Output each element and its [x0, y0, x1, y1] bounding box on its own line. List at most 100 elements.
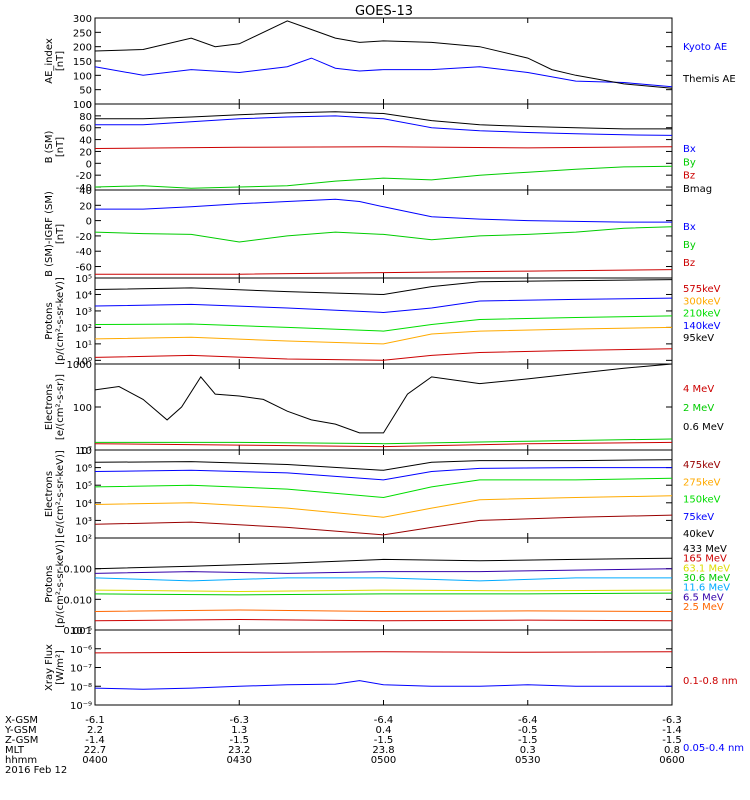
y-tick-label: 10 [79, 446, 92, 457]
series-line-themis-ae [94, 20, 673, 89]
y-axis-label: [W/m²] [55, 650, 66, 685]
y-tick-label: 150 [73, 57, 92, 68]
y-tick-label: 0.100 [63, 565, 92, 576]
y-tick-label: 10⁴ [75, 290, 92, 301]
legend-label: By [683, 240, 696, 251]
legend-label: 30.6 MeV [683, 573, 730, 584]
y-axis-label: Xray Flux [44, 644, 55, 691]
legend-label: Bz [683, 171, 695, 182]
y-tick-label: 10⁻⁹ [70, 701, 92, 712]
y-tick-label: 50 [79, 86, 92, 97]
panel-frame [94, 537, 673, 631]
y-tick-label: -20 [76, 171, 92, 182]
legend-label: Bz [683, 258, 695, 269]
legend-label: 275keV [683, 477, 721, 488]
y-tick-label: 10⁵ [75, 274, 92, 285]
series-line-140kev [94, 297, 673, 314]
series-line-4-mev [94, 441, 673, 448]
y-axis-label: Protons [44, 302, 55, 339]
plot-date: 2016 Feb 12 [5, 765, 67, 776]
y-tick-label: 0 [86, 100, 92, 111]
legend-label: 6.5 MeV [683, 592, 724, 603]
ephemeris-value: 0530 [515, 755, 540, 766]
legend-label: 95keV [683, 333, 714, 344]
y-tick-label: 100 [73, 71, 92, 82]
legend-label: 433 MeV [683, 544, 727, 555]
series-line-95kev [94, 279, 673, 296]
legend-label: 75keV [683, 512, 714, 523]
series-line-bz [95, 269, 673, 275]
ephemeris-value: -0.5 [518, 725, 538, 736]
y-tick-label: 10³ [75, 307, 92, 318]
series-line-bmag [95, 111, 672, 130]
y-tick-label: 20 [79, 201, 92, 212]
legend-label: Bmag [683, 184, 712, 195]
legend-label: 63.1 MeV [683, 563, 730, 574]
ephemeris-value: 0600 [659, 755, 684, 766]
series-line-433-mev [94, 557, 673, 570]
y-axis-label: B (SM)-IGRF (SM) [44, 191, 55, 277]
legend-label: 2 MeV [683, 403, 714, 414]
series-line-275kev [94, 495, 673, 518]
y-tick-label: 10⁻⁵ [70, 626, 92, 637]
panel-3: 10⁰ 10¹ 10² 10³ 10⁴ 10⁵ Protons [p/(cm²-s-sr-ke… [44, 274, 721, 367]
y-axis-label: B (SM) [44, 130, 55, 163]
y-axis-label: Electrons [44, 471, 55, 517]
ephemeris-value: 0500 [371, 755, 396, 766]
ephemeris-value: -6.1 [85, 715, 105, 726]
y-tick-label: 10¹ [75, 340, 92, 351]
series-line-by [94, 226, 673, 243]
panel-7: 10⁻⁹ 10⁻⁸ 10⁻⁷ 10⁻⁶ 10⁻⁵ Xray Flux [W/m²] 0.1-0… [44, 626, 744, 754]
y-tick-label: 40 [79, 186, 92, 197]
ephemeris-row-label: Y-GSM [4, 725, 37, 736]
y-tick-label: 10³ [75, 516, 92, 527]
y-tick-label: 40 [79, 136, 92, 147]
series-line-210kev [94, 315, 673, 332]
y-tick-label: 10⁻⁶ [70, 645, 92, 656]
legend-label: 11.6 MeV [683, 583, 730, 594]
y-tick-label: -60 [76, 263, 92, 274]
ephemeris-value: -1.5 [662, 735, 682, 746]
series-line-300kev [94, 326, 673, 345]
y-axis-label: Electrons [44, 384, 55, 430]
series-line-165-mev [94, 618, 673, 622]
series-line-150kev [94, 477, 673, 499]
y-tick-label: 10⁷ [75, 446, 92, 457]
y-tick-label: -40 [76, 183, 92, 194]
y-tick-label: 10² [75, 323, 92, 334]
series-line-bx [95, 115, 673, 136]
ephemeris-value: -6.4 [518, 715, 538, 726]
legend-label: Kyoto AE [683, 42, 727, 53]
legend-label: Bx [683, 222, 696, 233]
y-tick-label: 0 [86, 217, 92, 228]
ephemeris-value: -6.3 [229, 715, 249, 726]
legend-label: 40keV [683, 529, 714, 540]
ephemeris-value: -1.5 [374, 735, 394, 746]
ephemeris-value: -1.4 [662, 725, 682, 736]
series-line-30-6-mev [94, 592, 673, 596]
legend-label: 475keV [683, 460, 721, 471]
panel-0: 0 50 100 150 200 250 300 AE_index [nT] Kyoto AE Th… [44, 14, 736, 111]
legend-label: 140keV [683, 321, 721, 332]
ephemeris-value: 0400 [82, 755, 107, 766]
ephemeris-value: 23.2 [228, 745, 250, 756]
ephemeris-value: -6.3 [662, 715, 682, 726]
ephemeris-row-label: Z-GSM [5, 735, 38, 746]
panel-frame [94, 449, 673, 539]
ephemeris-value: 0.4 [376, 725, 392, 736]
series-line-0-1-0-8-nm [94, 651, 673, 654]
y-tick-label: 10⁴ [75, 499, 92, 510]
ephemeris-value: -1.5 [229, 735, 249, 746]
panel-4: 10 100 1000 Electrons [e/(cm²-s-sr)] 4 MeV 2 M… [44, 360, 724, 457]
y-axis-label: [e/(cm²-s-sr-keV)] [55, 450, 66, 538]
legend-label: 150keV [683, 495, 721, 506]
y-tick-label: 1000 [67, 360, 92, 371]
y-tick-label: 0.010 [63, 595, 92, 606]
series-line-bx [95, 198, 672, 223]
legend-label: Bx [683, 144, 696, 155]
series-line-bz [94, 146, 673, 149]
ephemeris-row-label: MLT [5, 745, 25, 756]
series-line-0-6-mev [94, 363, 673, 434]
